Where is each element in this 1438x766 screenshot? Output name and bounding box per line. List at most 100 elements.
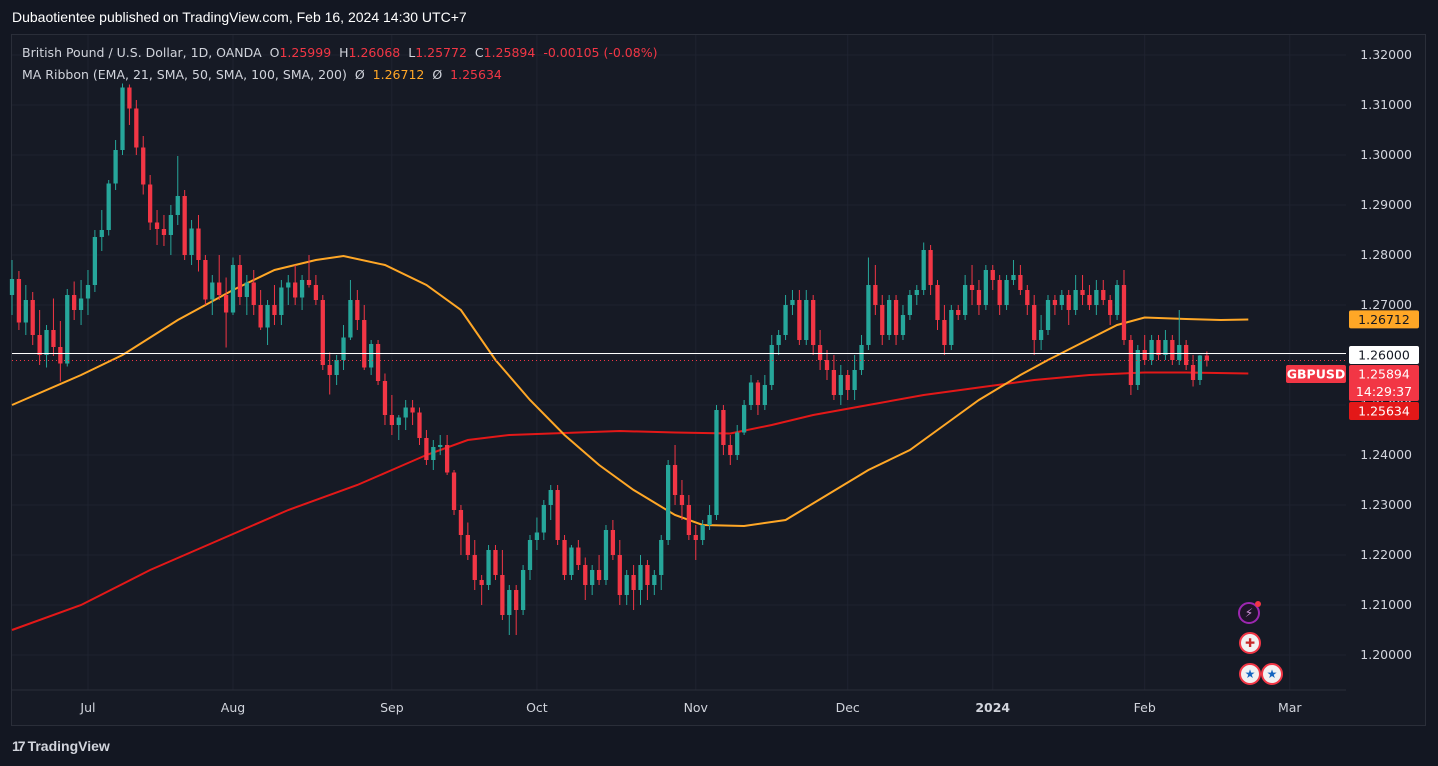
candle-body (154, 222, 160, 229)
candle-body (355, 300, 360, 320)
price-tick-label: 1.22000 (1360, 547, 1412, 562)
candle (921, 242, 926, 295)
candle (1080, 275, 1085, 305)
candle-body (472, 555, 477, 580)
candle (403, 400, 408, 430)
candle (258, 290, 263, 330)
candle (1177, 310, 1182, 365)
price-tick-label: 1.32000 (1360, 47, 1412, 62)
candle-body (914, 290, 919, 295)
candle-body (721, 410, 726, 445)
candle (85, 270, 91, 315)
candle-body (203, 260, 208, 300)
candle (479, 575, 484, 605)
candle-body (983, 270, 988, 305)
price-label-box (1349, 402, 1419, 420)
candle-body (1128, 340, 1134, 385)
ma-fast-label: 1.26712 (1349, 310, 1419, 329)
time-tick-label: Mar (1278, 700, 1302, 715)
time-axis: Jul Aug Sep Oct Nov Dec 2024 Feb Mar (79, 700, 1302, 715)
candle-body (230, 265, 236, 313)
candle (1011, 260, 1016, 285)
candle-body (65, 295, 70, 364)
candle (1121, 270, 1127, 345)
candle (880, 295, 885, 345)
candle (1101, 280, 1106, 305)
candle (811, 295, 816, 355)
candle-body (652, 575, 657, 585)
time-tick-label: Dec (836, 700, 860, 715)
candle (1114, 280, 1120, 320)
candle-body (645, 565, 650, 585)
candle (776, 330, 781, 355)
candle (1108, 295, 1113, 325)
candle-body (51, 330, 56, 347)
publisher-header: Dubaotientee published on TradingView.co… (0, 0, 1438, 34)
candle-body (1204, 355, 1210, 361)
candle-body (244, 282, 249, 297)
candle-body (134, 108, 139, 148)
us-flag-icon[interactable]: ★ (1261, 663, 1283, 685)
candle (907, 290, 913, 320)
candle-body (714, 410, 719, 515)
lightning-icon[interactable]: ⚡ (1238, 602, 1260, 624)
candle (127, 84, 132, 125)
candle (334, 355, 339, 385)
tradingview-brand[interactable]: 17 TradingView (12, 736, 110, 756)
candle (783, 295, 788, 340)
ma-slow-label: 1.25634 (1349, 402, 1419, 420)
candle (583, 557, 588, 600)
candle (935, 280, 940, 330)
candle (1135, 345, 1140, 390)
candle (956, 305, 961, 320)
low-value: 1.25772 (415, 45, 467, 60)
candle-body (900, 315, 906, 335)
candle (396, 415, 401, 440)
candle (652, 570, 657, 595)
candle (1156, 335, 1161, 360)
candle (617, 540, 622, 605)
candle-body (679, 495, 685, 505)
chart-frame[interactable] (11, 34, 1426, 726)
candle (203, 255, 208, 305)
candle-body (790, 300, 795, 305)
candle-body (286, 282, 291, 288)
candle (748, 375, 754, 410)
candle (438, 435, 443, 455)
candle-body (438, 445, 443, 447)
candle-body (976, 290, 982, 305)
price-label-box (1349, 346, 1419, 364)
candle (665, 460, 671, 545)
candle-body (893, 300, 899, 335)
candle-body (1197, 355, 1203, 380)
candle (444, 435, 450, 475)
candle-body (762, 385, 767, 405)
candle (838, 365, 843, 405)
candle-body (520, 570, 526, 610)
candle (1038, 315, 1044, 350)
candle-body (1114, 285, 1120, 315)
candle (1073, 275, 1078, 315)
price-label-text: 1.26000 (1358, 348, 1410, 363)
candle-body (859, 345, 864, 370)
us-flag-icon[interactable]: ★ (1239, 663, 1261, 685)
candle-body (479, 580, 484, 585)
ma-200-line (11, 371, 1249, 631)
candle (348, 280, 353, 340)
candle-body (196, 228, 201, 260)
candle-body (707, 515, 712, 525)
candle (845, 370, 850, 400)
ma-value-1: 1.26712 (372, 67, 425, 82)
candle-body (217, 282, 222, 295)
candle-body (1156, 340, 1161, 355)
candle-body (1101, 290, 1106, 300)
uk-flag-icon[interactable]: ✚ (1239, 632, 1261, 654)
candle-body (783, 305, 788, 335)
candle (134, 100, 139, 155)
candle (852, 355, 857, 400)
candle (769, 335, 774, 390)
candle-body (1121, 285, 1127, 340)
candle (520, 565, 526, 615)
candle-body (866, 285, 871, 345)
